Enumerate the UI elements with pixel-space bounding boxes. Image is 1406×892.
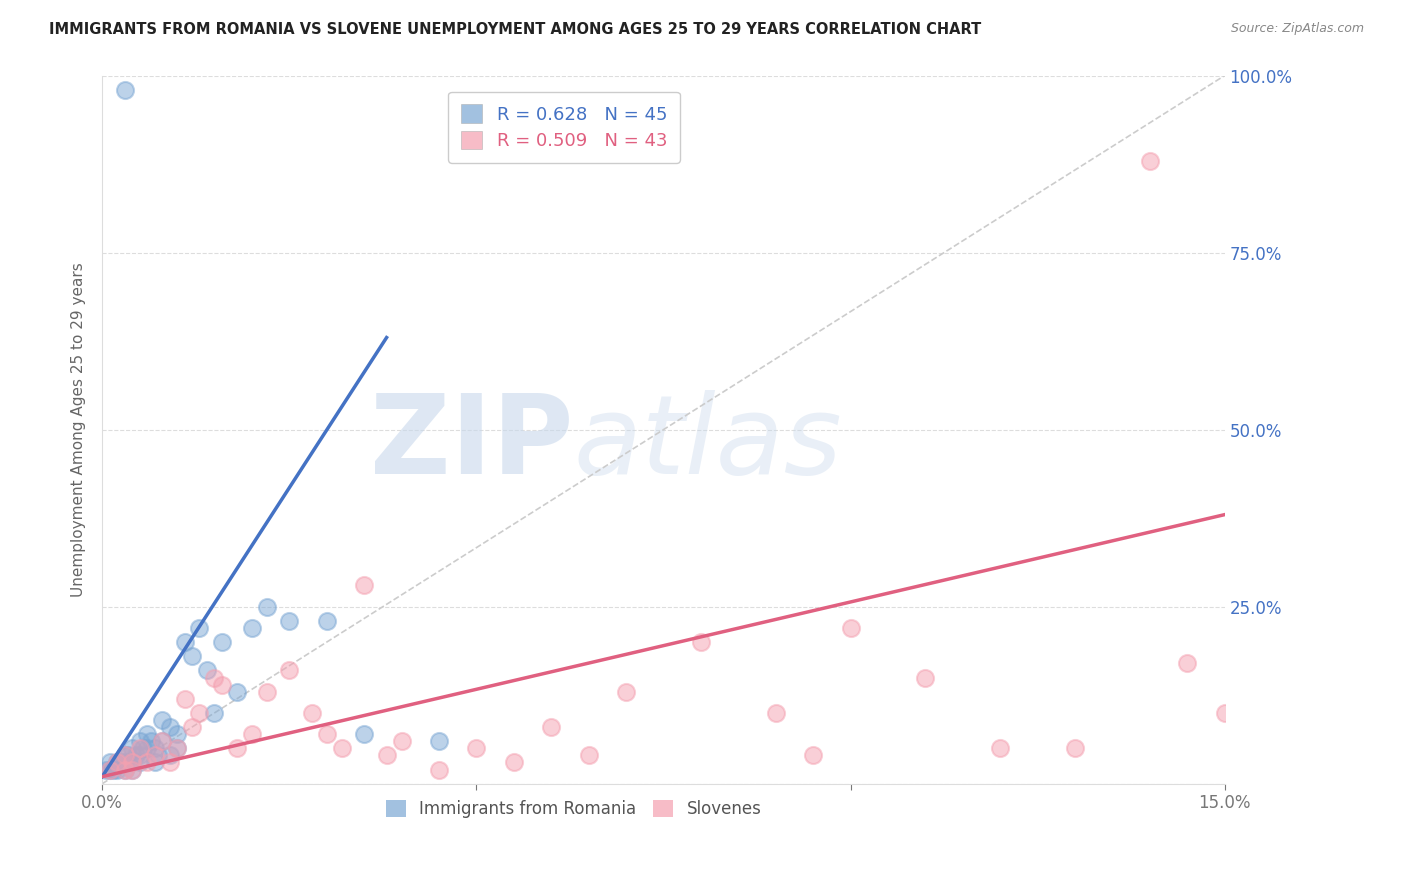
Point — [839, 621, 862, 635]
Point — [256, 684, 278, 698]
Point — [226, 684, 249, 698]
Point — [143, 741, 166, 756]
Point — [181, 720, 204, 734]
Point — [105, 756, 128, 770]
Point — [301, 706, 323, 720]
Point — [188, 621, 211, 635]
Point — [240, 621, 263, 635]
Point — [278, 664, 301, 678]
Point — [98, 756, 121, 770]
Point — [166, 741, 188, 756]
Point — [150, 734, 173, 748]
Text: atlas: atlas — [574, 391, 842, 498]
Point — [132, 741, 155, 756]
Point — [211, 635, 233, 649]
Point — [150, 713, 173, 727]
Point — [117, 748, 139, 763]
Point — [1213, 706, 1236, 720]
Point — [988, 741, 1011, 756]
Point — [150, 734, 173, 748]
Point — [427, 763, 450, 777]
Point — [114, 748, 136, 763]
Point — [315, 727, 337, 741]
Point — [121, 763, 143, 777]
Point — [159, 756, 181, 770]
Point — [540, 720, 562, 734]
Point — [110, 756, 132, 770]
Point — [195, 664, 218, 678]
Point — [315, 614, 337, 628]
Point — [114, 763, 136, 777]
Point — [136, 756, 159, 770]
Point — [188, 706, 211, 720]
Point — [105, 763, 128, 777]
Point — [166, 741, 188, 756]
Point — [94, 763, 117, 777]
Point — [98, 763, 121, 777]
Point — [173, 635, 195, 649]
Point — [128, 748, 150, 763]
Point — [159, 720, 181, 734]
Point — [143, 756, 166, 770]
Point — [159, 748, 181, 763]
Point — [1175, 657, 1198, 671]
Point — [211, 677, 233, 691]
Point — [121, 741, 143, 756]
Point — [114, 756, 136, 770]
Point — [128, 741, 150, 756]
Point — [204, 671, 226, 685]
Point — [502, 756, 524, 770]
Point — [128, 756, 150, 770]
Point — [114, 748, 136, 763]
Point — [166, 727, 188, 741]
Point — [181, 649, 204, 664]
Point — [204, 706, 226, 720]
Point — [914, 671, 936, 685]
Point — [105, 756, 128, 770]
Point — [801, 748, 824, 763]
Point — [173, 691, 195, 706]
Point — [256, 599, 278, 614]
Point — [278, 614, 301, 628]
Text: IMMIGRANTS FROM ROMANIA VS SLOVENE UNEMPLOYMENT AMONG AGES 25 TO 29 YEARS CORREL: IMMIGRANTS FROM ROMANIA VS SLOVENE UNEMP… — [49, 22, 981, 37]
Y-axis label: Unemployment Among Ages 25 to 29 years: Unemployment Among Ages 25 to 29 years — [72, 262, 86, 597]
Point — [121, 756, 143, 770]
Point — [98, 763, 121, 777]
Point — [114, 83, 136, 97]
Point — [353, 578, 375, 592]
Point — [136, 727, 159, 741]
Point — [465, 741, 488, 756]
Point — [136, 741, 159, 756]
Point — [121, 756, 143, 770]
Text: Source: ZipAtlas.com: Source: ZipAtlas.com — [1230, 22, 1364, 36]
Point — [353, 727, 375, 741]
Point — [139, 734, 162, 748]
Point — [103, 763, 125, 777]
Point — [1139, 153, 1161, 168]
Point — [1064, 741, 1087, 756]
Point — [143, 748, 166, 763]
Point — [614, 684, 637, 698]
Point — [114, 763, 136, 777]
Point — [689, 635, 711, 649]
Point — [765, 706, 787, 720]
Point — [391, 734, 413, 748]
Point — [226, 741, 249, 756]
Point — [578, 748, 600, 763]
Legend: Immigrants from Romania, Slovenes: Immigrants from Romania, Slovenes — [380, 794, 768, 825]
Point — [375, 748, 398, 763]
Point — [121, 763, 143, 777]
Point — [330, 741, 353, 756]
Point — [427, 734, 450, 748]
Point — [125, 748, 148, 763]
Text: ZIP: ZIP — [370, 391, 574, 498]
Point — [240, 727, 263, 741]
Point — [148, 748, 170, 763]
Point — [128, 734, 150, 748]
